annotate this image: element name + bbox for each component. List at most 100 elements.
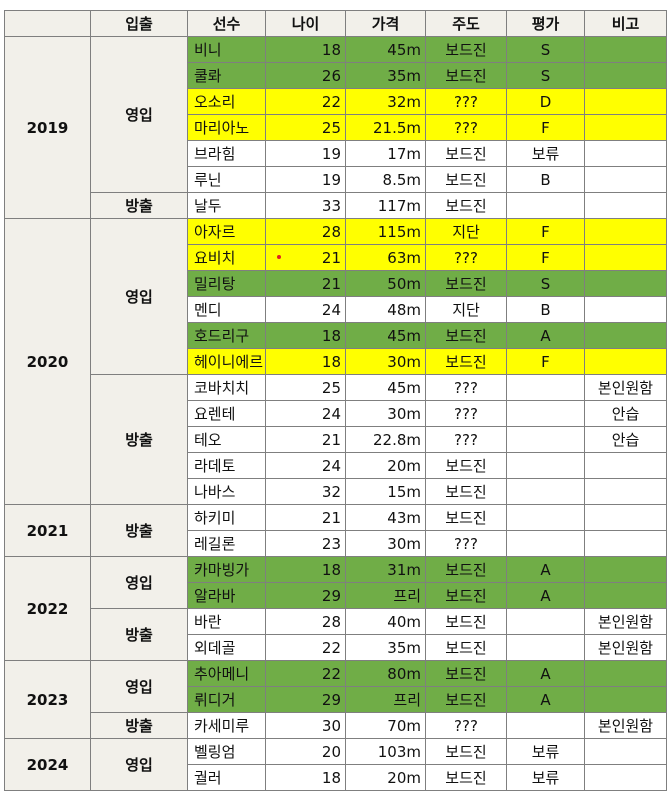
header-cell-lead: 주도 — [425, 10, 507, 37]
price-cell: 21.5m — [345, 114, 426, 141]
age-cell: 25 — [265, 374, 346, 401]
note-cell — [584, 764, 667, 791]
table-row: 알라바 29 프리 보드진 A — [5, 582, 667, 609]
rating-cell: F — [506, 244, 585, 271]
note-cell — [584, 348, 667, 375]
player-name-cell: 외데골 — [187, 634, 266, 661]
price-cell: 50m — [345, 270, 426, 297]
age-cell: 19 — [265, 140, 346, 167]
age-cell: 18 — [265, 556, 346, 583]
rating-cell — [506, 400, 585, 427]
rating-cell: B — [506, 296, 585, 323]
rating-cell: A — [506, 582, 585, 609]
price-cell: 프리 — [345, 582, 426, 609]
rating-cell: A — [506, 556, 585, 583]
lead-cell: ??? — [425, 712, 507, 739]
note-cell — [584, 218, 667, 245]
note-cell — [584, 88, 667, 115]
table-row: 요렌테 24 30m??? 안습 — [5, 400, 667, 427]
table-row: 방출 코바치치 25 45m??? 본인원함 — [5, 374, 667, 505]
note-cell — [584, 192, 667, 219]
lead-cell: 지단 — [425, 296, 507, 323]
table-row: 오소리 22 32m??? D — [5, 88, 667, 115]
table-row: 방출 날두 33 117m 보드진 — [5, 192, 667, 219]
lead-cell: 보드진 — [425, 686, 507, 713]
price-cell: 프리 — [345, 686, 426, 713]
table-row: 2021 방출 하키미 21 43m 보드진 — [4, 504, 667, 557]
header-cell-blank — [4, 10, 91, 37]
note-cell: 본인원함 — [584, 374, 667, 401]
table-row: 2019 영입 비니 18 45m 보드진 S — [4, 36, 667, 219]
rating-cell: D — [506, 88, 585, 115]
note-cell: 본인원함 — [584, 712, 667, 739]
lead-cell: 보드진 — [425, 738, 507, 765]
player-name-cell: 벨링엄 — [187, 738, 266, 765]
price-cell: 15m — [345, 478, 426, 505]
lead-cell: 보드진 — [425, 556, 507, 583]
player-name-cell: 추아메니 — [187, 660, 266, 687]
note-cell — [584, 556, 667, 583]
player-name-cell: 카마빙가 — [187, 556, 266, 583]
price-cell: 45m — [345, 36, 426, 63]
lead-cell: 보드진 — [425, 322, 507, 349]
header-cell-note: 비고 — [584, 10, 667, 37]
age-cell: 29 — [265, 686, 346, 713]
rating-cell: F — [506, 348, 585, 375]
inout-type-cell: 방출 — [90, 504, 188, 557]
age-cell: 21 — [265, 504, 346, 531]
price-cell: 45m — [345, 374, 426, 401]
note-cell: 안습 — [584, 400, 667, 427]
table-row: 멘디 24 48m 지단 B — [5, 296, 667, 323]
age-cell: 19 — [265, 166, 346, 193]
age-cell: 21 — [265, 270, 346, 297]
price-cell: 31m — [345, 556, 426, 583]
lead-cell: 보드진 — [425, 166, 507, 193]
price-cell: 20m — [345, 764, 426, 791]
note-cell — [584, 660, 667, 687]
age-cell: 30 — [265, 712, 346, 739]
player-name-cell: 레길론 — [187, 530, 266, 557]
note-cell — [584, 478, 667, 505]
rating-cell — [506, 452, 585, 479]
price-cell: 115m — [345, 218, 426, 245]
price-cell: 30m — [345, 348, 426, 375]
lead-cell: 보드진 — [425, 582, 507, 609]
price-cell: 30m — [345, 400, 426, 427]
header-cell-rating: 평가 — [506, 10, 585, 37]
price-cell: 17m — [345, 140, 426, 167]
player-name-cell: 코바치치 — [187, 374, 266, 401]
lead-cell: 보드진 — [425, 478, 507, 505]
player-name-cell: 헤이니에르 — [187, 348, 266, 375]
age-cell: 18 — [265, 36, 346, 63]
note-cell — [584, 582, 667, 609]
table-row: 쿨롸 26 35m 보드진 S — [5, 62, 667, 89]
age-cell: 24 — [265, 400, 346, 427]
price-cell: 80m — [345, 660, 426, 687]
age-cell: 18 — [265, 322, 346, 349]
lead-cell: 보드진 — [425, 764, 507, 791]
rating-cell: 보류 — [506, 764, 585, 791]
rating-cell: A — [506, 322, 585, 349]
price-cell: 8.5m — [345, 166, 426, 193]
age-cell: 24 — [265, 452, 346, 479]
header-cell-inout: 입출 — [90, 10, 188, 37]
note-cell — [584, 140, 667, 167]
lead-cell: 보드진 — [425, 36, 507, 63]
price-cell: 43m — [345, 504, 426, 531]
rating-cell: A — [506, 686, 585, 713]
note-cell — [584, 686, 667, 713]
note-cell — [584, 322, 667, 349]
rating-cell: F — [506, 218, 585, 245]
rating-cell: 보류 — [506, 738, 585, 765]
price-cell: 32m — [345, 88, 426, 115]
note-cell — [584, 114, 667, 141]
lead-cell: 보드진 — [425, 452, 507, 479]
price-cell: 70m — [345, 712, 426, 739]
age-cell: 25 — [265, 114, 346, 141]
header-cell-price: 가격 — [345, 10, 426, 37]
rating-cell: B — [506, 166, 585, 193]
rating-cell — [506, 634, 585, 661]
note-cell — [584, 504, 667, 531]
player-name-cell: 라데토 — [187, 452, 266, 479]
header-row: 입출 선수 나이 가격 주도 평가 비고 — [4, 10, 667, 37]
